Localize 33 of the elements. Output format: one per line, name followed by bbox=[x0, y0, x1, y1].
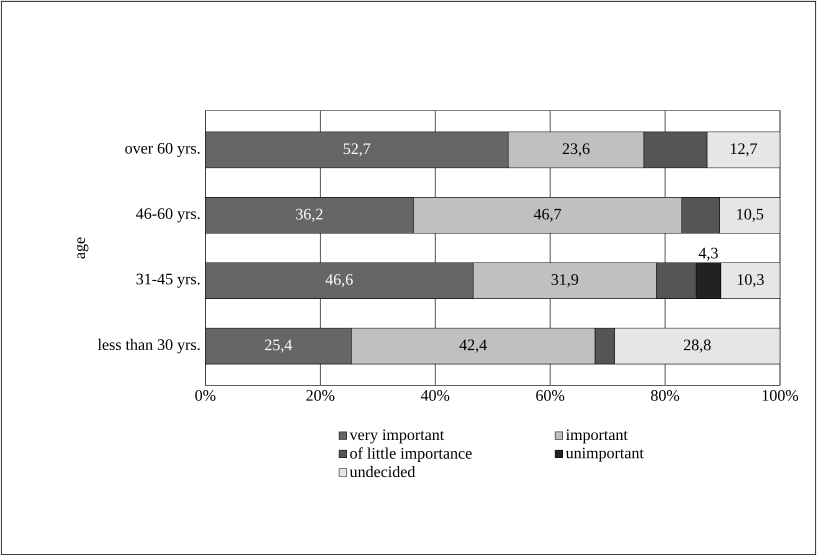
bar bbox=[706, 132, 780, 168]
bar bbox=[719, 197, 780, 234]
data-label: 10,3 bbox=[738, 274, 764, 288]
data-label: 4,3 bbox=[698, 248, 718, 261]
data-label: 46,7 bbox=[534, 208, 562, 222]
x-tick-label: 20% bbox=[306, 390, 334, 401]
y-tick-label: over 60 yrs. bbox=[125, 142, 200, 157]
legend-label: very important bbox=[350, 429, 444, 444]
y-tick-label: 46-60 yrs. bbox=[136, 208, 200, 222]
legend-label: of little importance bbox=[350, 447, 472, 462]
data-label: 23,6 bbox=[562, 143, 590, 156]
data-label: 36,2 bbox=[296, 208, 322, 222]
legend-label: undecided bbox=[350, 466, 416, 478]
data-label: 42,4 bbox=[459, 340, 487, 353]
data-label: 52,7 bbox=[344, 143, 370, 156]
y-tick-label: less than 30 yrs. bbox=[98, 338, 200, 354]
y-axis-title: age bbox=[76, 237, 88, 259]
x-tick-label: 100% bbox=[762, 390, 798, 401]
y-tick-label: 31-45 yrs. bbox=[136, 274, 200, 288]
legend-label: important bbox=[566, 429, 628, 444]
x-tick-label: 0% bbox=[195, 390, 216, 401]
data-label: 10,5 bbox=[737, 208, 764, 222]
x-tick-label: 80% bbox=[651, 390, 680, 401]
data-label: 12,7 bbox=[730, 143, 758, 156]
bar bbox=[720, 262, 780, 299]
data-label: 46,6 bbox=[326, 274, 353, 288]
x-tick-label: 60% bbox=[536, 390, 564, 401]
data-label: 28,8 bbox=[684, 340, 711, 353]
x-tick-label: 40% bbox=[420, 390, 450, 401]
data-label: 25,4 bbox=[265, 340, 292, 353]
data-label: 31,9 bbox=[552, 274, 578, 288]
legend-label: unimportant bbox=[566, 448, 644, 462]
bar bbox=[614, 328, 780, 364]
